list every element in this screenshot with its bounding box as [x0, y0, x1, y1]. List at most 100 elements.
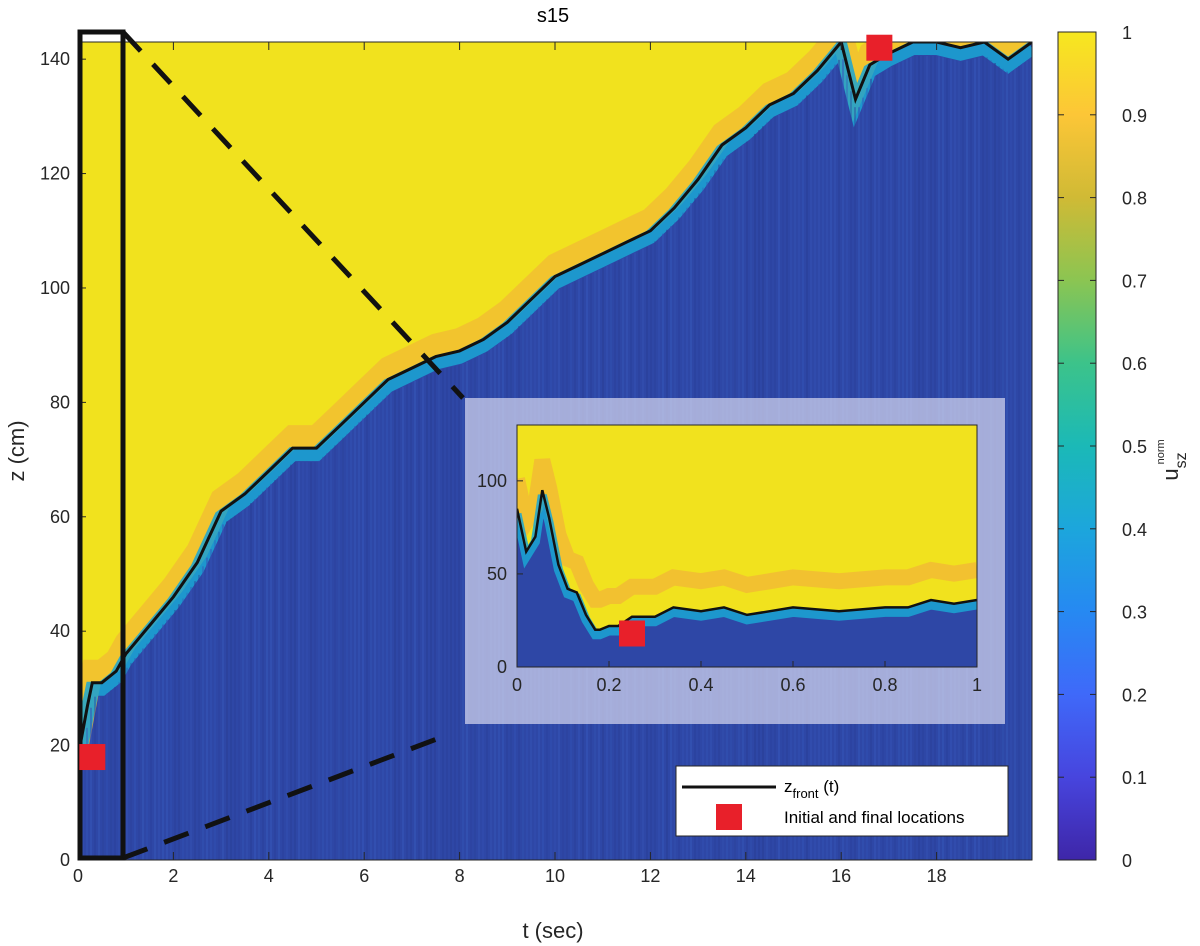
noise-stripe [194, 581, 196, 860]
noise-stripe [222, 524, 224, 860]
location-marker [79, 744, 106, 771]
noise-stripe [366, 414, 368, 860]
noise-stripe [390, 392, 392, 860]
noise-stripe [126, 667, 128, 860]
noise-stripe [118, 681, 120, 860]
x-tick-label: 4 [264, 866, 274, 886]
noise-stripe [318, 460, 320, 860]
y-tick-label: 120 [40, 164, 70, 184]
inset: 0 0.2 0.4 0.6 0.8 1 0 50 100 [465, 398, 1005, 724]
inset-y-tick-label: 0 [497, 657, 507, 677]
noise-stripe [114, 686, 116, 860]
transition-band-cyan [78, 42, 1032, 765]
noise-stripe [90, 707, 92, 860]
colorbar-tick-label: 0.2 [1122, 685, 1147, 705]
noise-stripe [406, 384, 408, 860]
noise-stripe [1014, 68, 1016, 860]
x-tick-label: 8 [455, 866, 465, 886]
noise-stripe [214, 540, 216, 860]
colorbar-tick-label: 0.8 [1122, 189, 1147, 209]
inset-x-axis: 0 0.2 0.4 0.6 0.8 1 [512, 661, 982, 695]
noise-stripe [386, 395, 388, 860]
y-tick-label: 60 [50, 507, 70, 527]
noise-stripe [242, 510, 244, 860]
x-tick-label: 10 [545, 866, 565, 886]
colorbar-tick-label: 0.6 [1122, 354, 1147, 374]
x-tick-label: 6 [359, 866, 369, 886]
noise-stripe [226, 521, 228, 860]
noise-stripe [434, 371, 436, 860]
x-tick-label: 12 [640, 866, 660, 886]
noise-stripe [306, 462, 308, 860]
legend-marker-swatch [716, 804, 742, 830]
noise-stripe [462, 363, 464, 860]
noise-stripe [322, 456, 324, 860]
noise-stripe [154, 634, 156, 860]
noise-stripe [218, 531, 220, 860]
noise-stripe [1018, 66, 1020, 860]
noise-stripe [450, 367, 452, 860]
y-axis-label: z (cm) [4, 420, 29, 481]
noise-stripe [286, 468, 288, 860]
legend: zfront (t) Initial and final locations [675, 765, 1009, 837]
colorbar-tick-label: 0.7 [1122, 271, 1147, 291]
noise-stripe [278, 476, 280, 860]
noise-stripe [302, 462, 304, 860]
noise-stripe [110, 690, 112, 860]
noise-stripe [202, 566, 204, 860]
noise-stripe [158, 629, 160, 860]
noise-stripe [374, 406, 376, 860]
inset-x-tick-label: 0.4 [688, 675, 713, 695]
inset-location-marker [619, 620, 645, 647]
transition-band-orange [78, 42, 1032, 747]
legend-marker-label: Initial and final locations [784, 808, 965, 827]
noise-stripe [230, 518, 232, 860]
inset-y-axis: 0 50 100 [477, 471, 523, 677]
noise-stripe [1022, 63, 1024, 860]
noise-stripe [162, 624, 164, 860]
noise-stripe [174, 610, 176, 860]
inset-x-tick-label: 0 [512, 675, 522, 695]
colorbar-tick-label: 0.9 [1122, 106, 1147, 126]
noise-stripe [402, 386, 404, 860]
noise-stripe [294, 462, 296, 860]
noise-stripe [258, 495, 260, 860]
colorbar-tick-label: 0.1 [1122, 768, 1147, 788]
noise-stripe [298, 462, 300, 860]
inset-x-tick-label: 1 [972, 675, 982, 695]
noise-stripe [166, 619, 168, 860]
noise-stripe [370, 410, 372, 860]
inset-heatmap [517, 425, 977, 640]
noise-stripe [290, 464, 292, 860]
noise-stripe [410, 382, 412, 860]
noise-stripe [106, 693, 108, 860]
y-tick-label: 100 [40, 278, 70, 298]
noise-stripe [342, 437, 344, 860]
noise-stripe [382, 399, 384, 860]
noise-stripe [454, 366, 456, 860]
inset-y-tick-label: 100 [477, 471, 507, 491]
noise-stripe [418, 379, 420, 860]
x-tick-label: 16 [831, 866, 851, 886]
colorbar-ticks: 0 0.1 0.2 0.3 0.4 0.5 0.6 0.7 0.8 0.9 1 [1058, 23, 1147, 871]
y-tick-label: 20 [50, 736, 70, 756]
inset-y-tick-label: 50 [487, 564, 507, 584]
noise-stripe [346, 433, 348, 860]
x-axis-label: t (sec) [522, 918, 583, 943]
noise-stripe [394, 390, 396, 860]
chart-title: s15 [537, 5, 569, 27]
noise-stripe [326, 453, 328, 860]
noise-stripe [438, 370, 440, 860]
noise-stripe [422, 377, 424, 860]
y-tick-label: 40 [50, 621, 70, 641]
inset-x-tick-label: 0.8 [872, 675, 897, 695]
noise-stripe [1006, 71, 1008, 860]
colorbar: 0 0.1 0.2 0.3 0.4 0.5 0.6 0.7 0.8 0.9 1 usznorm [1057, 23, 1190, 871]
noise-stripe [378, 403, 380, 860]
noise-stripe [430, 373, 432, 860]
noise-stripe [190, 586, 192, 860]
noise-stripe [198, 574, 200, 860]
noise-stripe [150, 638, 152, 860]
noise-stripe [186, 592, 188, 860]
